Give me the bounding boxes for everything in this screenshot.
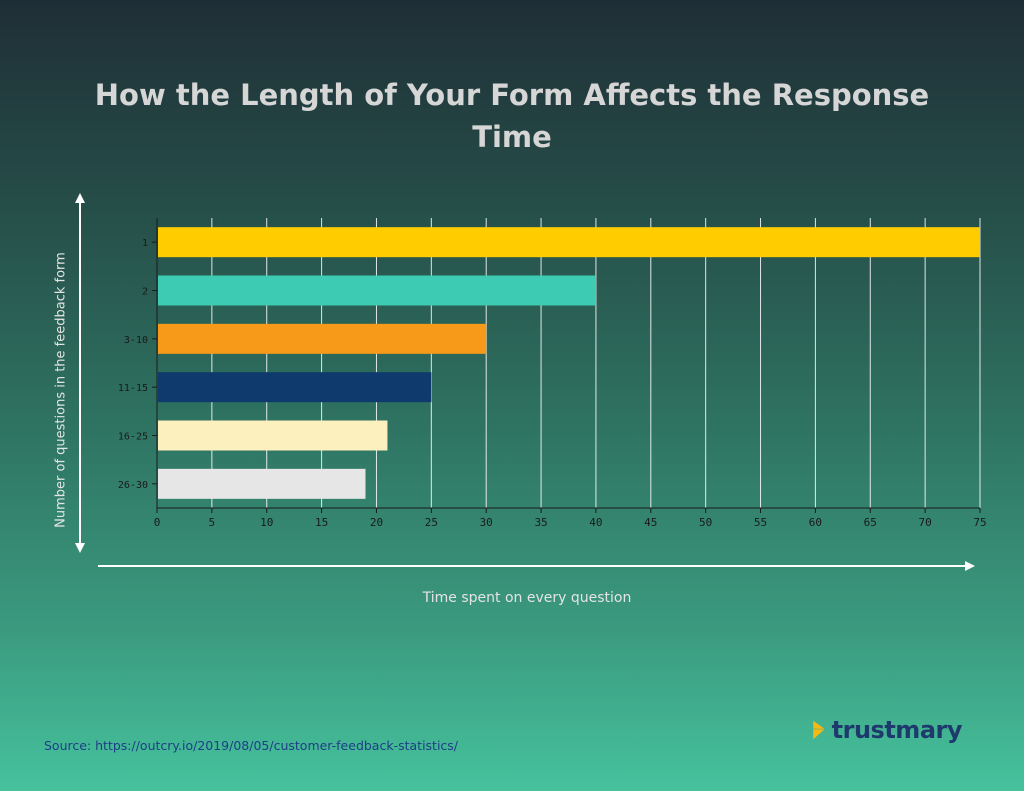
- bar-5: [158, 468, 366, 499]
- bar-3: [158, 372, 432, 403]
- x-tick-label-4: 20: [370, 516, 383, 529]
- chart-title-line-2: Time: [472, 120, 552, 154]
- y-axis-arrow-head-up: [75, 193, 85, 203]
- bar-4: [158, 420, 388, 451]
- y-tick-label-1: 2: [142, 287, 148, 298]
- x-tick-label-15: 75: [973, 516, 986, 529]
- y-axis-title: Number of questions in the feedback form: [53, 252, 69, 528]
- trustmary-logo-icon: [813, 720, 825, 740]
- bar-2: [158, 323, 487, 354]
- x-axis-arrow-head: [965, 561, 975, 571]
- x-tick-label-14: 70: [919, 516, 932, 529]
- x-tick-label-3: 15: [315, 516, 328, 529]
- trustmary-logo: trustmary: [812, 712, 963, 748]
- chart-title-line-1: How the Length of Your Form Affects the …: [94, 78, 930, 112]
- y-axis-arrow-head-down: [75, 543, 85, 553]
- bar-0: [158, 227, 980, 258]
- y-tick-label-2: 3-10: [124, 335, 148, 346]
- x-tick-label-13: 65: [864, 516, 877, 529]
- x-tick-label-6: 30: [480, 516, 493, 529]
- source-link[interactable]: Source: https://outcry.io/2019/08/05/cus…: [44, 738, 459, 753]
- x-tick-label-12: 60: [809, 516, 822, 529]
- x-tick-label-10: 50: [699, 516, 712, 529]
- x-tick-label-9: 45: [644, 516, 657, 529]
- x-axis-title: Time spent on every question: [422, 590, 632, 606]
- y-tick-label-3: 11-15: [118, 383, 148, 394]
- chart-title: How the Length of Your Form Affects the …: [0, 74, 1024, 158]
- x-tick-label-7: 35: [534, 516, 547, 529]
- x-tick-label-0: 0: [154, 516, 161, 529]
- bar-1: [158, 275, 596, 306]
- brand-name: trustmary: [831, 716, 963, 744]
- x-tick-label-8: 40: [589, 516, 602, 529]
- y-tick-label-0: 1: [142, 238, 148, 249]
- x-tick-label-11: 55: [754, 516, 767, 529]
- y-tick-label-5: 26-30: [118, 480, 148, 491]
- x-tick-label-1: 5: [209, 516, 216, 529]
- y-tick-label-4: 16-25: [118, 432, 148, 443]
- x-tick-label-5: 25: [425, 516, 438, 529]
- x-tick-label-2: 10: [260, 516, 273, 529]
